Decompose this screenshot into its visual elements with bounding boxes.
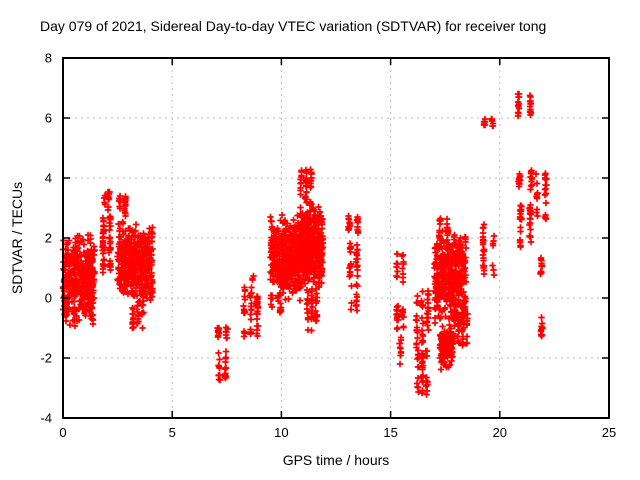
chart-title: Day 079 of 2021, Sidereal Day-to-day VTE… bbox=[40, 18, 547, 34]
y-tick-label: 8 bbox=[45, 51, 52, 66]
y-tick-label: -4 bbox=[40, 411, 52, 426]
y-tick-label: 6 bbox=[45, 111, 52, 126]
x-tick-label: 10 bbox=[274, 425, 288, 440]
x-tick-label: 20 bbox=[493, 425, 507, 440]
x-tick-label: 15 bbox=[383, 425, 397, 440]
x-tick-label: 5 bbox=[169, 425, 176, 440]
x-tick-label: 25 bbox=[602, 425, 616, 440]
x-axis-label: GPS time / hours bbox=[282, 452, 390, 468]
plot-border bbox=[62, 57, 610, 419]
x-tick-label: 0 bbox=[59, 425, 66, 440]
y-tick-label: 2 bbox=[45, 231, 52, 246]
y-tick-label: -2 bbox=[40, 351, 52, 366]
y-tick-label: 4 bbox=[45, 171, 52, 186]
scatter-points bbox=[59, 90, 550, 398]
y-tick-label: 0 bbox=[45, 291, 52, 306]
